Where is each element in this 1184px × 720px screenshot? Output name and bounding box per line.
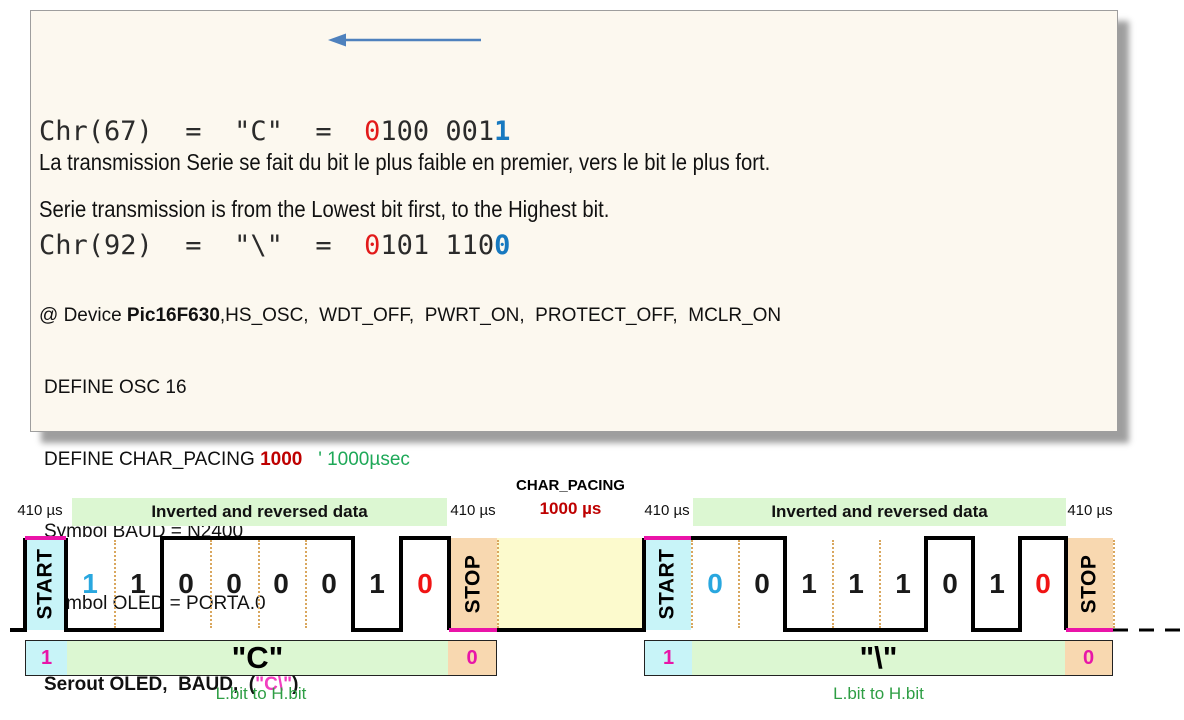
frame2-startbit-value: 1 bbox=[662, 646, 675, 669]
serout-suffix: ) bbox=[292, 674, 299, 695]
serout-string: "C\" bbox=[255, 674, 293, 695]
chr-bs-msb: 0 bbox=[364, 230, 381, 261]
frame1-startbit-value: 1 bbox=[40, 646, 53, 669]
chr-c-prefix: Chr(67) = "C" = bbox=[39, 116, 365, 147]
bit-separator bbox=[114, 540, 116, 628]
pacing-comment: ' 1000µsec bbox=[318, 449, 410, 470]
frame2-bit-1: 0 bbox=[754, 568, 770, 599]
frame1-start-cell: START bbox=[25, 538, 66, 630]
bit-separator bbox=[210, 540, 212, 628]
frame2-byte-row: 1 "\" 0 bbox=[644, 640, 1113, 676]
frame1-bit-4: 0 bbox=[273, 568, 289, 599]
code-define-pacing: DEFINE CHAR_PACING 1000 ' 1000µsec bbox=[39, 448, 781, 472]
chr-c-lsb: 1 bbox=[494, 116, 511, 147]
frame1-data-banner: Inverted and reversed data bbox=[72, 498, 447, 526]
bit-separator bbox=[497, 540, 499, 628]
frame1-bit-0: 1 bbox=[82, 568, 98, 599]
char-pacing-gap-cell bbox=[497, 538, 644, 630]
chr-bs-prefix: Chr(92) = "\" = bbox=[39, 230, 365, 261]
bit-separator bbox=[738, 540, 740, 628]
frame2-bit-7: 0 bbox=[1035, 568, 1051, 599]
frame1-stopbit-value: 0 bbox=[466, 646, 478, 669]
code-serout-line: Serout OLED, BAUD, ("C\") bbox=[39, 673, 781, 697]
chr-line-c: Chr(67) = "C" = 0100 0011 bbox=[39, 113, 510, 151]
frame1-bit-5: 0 bbox=[321, 568, 337, 599]
bit-separator bbox=[832, 540, 834, 628]
frame2-order-label: L.bit to H.bit bbox=[833, 684, 924, 703]
pacing-prefix: DEFINE CHAR_PACING bbox=[44, 449, 261, 470]
frame2-bit-0: 0 bbox=[707, 568, 723, 599]
frame1-byte-row: 1 "C" 0 bbox=[25, 640, 497, 676]
frame2-char: "\" bbox=[859, 640, 898, 675]
startstop-level-line bbox=[25, 536, 1113, 632]
frame2-bit-2: 1 bbox=[801, 568, 817, 599]
frame2-bit-5: 0 bbox=[942, 568, 958, 599]
waveform bbox=[10, 536, 1182, 632]
device-fuses: ,HS_OSC, WDT_OFF, PWRT_ON, PROTECT_OFF, … bbox=[219, 305, 782, 326]
chr-c-msb: 0 bbox=[364, 116, 381, 147]
frame2-stop-cell: STOP bbox=[1066, 538, 1113, 630]
device-prefix: @ Device bbox=[39, 305, 127, 326]
frame2-data-banner: Inverted and reversed data bbox=[693, 498, 1066, 526]
frame2-char-cell: "\" bbox=[692, 640, 1065, 675]
code-device-line: @ Device Pic16F630,HS_OSC, WDT_OFF, PWRT… bbox=[39, 304, 781, 328]
frame1-char: "C" bbox=[231, 640, 284, 675]
frame2-start-cell: START bbox=[644, 538, 691, 630]
frame1-stop-timing: 410 µs bbox=[450, 502, 496, 519]
lsb-direction-arrow-icon bbox=[328, 33, 481, 47]
frame1-stopbit-cell: 0 bbox=[448, 641, 496, 675]
bit-separator bbox=[305, 540, 307, 628]
chr-binary-block: Chr(67) = "C" = 0100 0011 Chr(92) = "\" … bbox=[39, 37, 510, 341]
code-define-osc: DEFINE OSC 16 bbox=[44, 377, 187, 398]
english-explanation: Serie transmission is from the Lowest bi… bbox=[39, 196, 610, 222]
bit-separator bbox=[691, 540, 693, 628]
frame2-stopbit-value: 0 bbox=[1082, 646, 1095, 669]
frame1-bit-6: 1 bbox=[369, 568, 385, 599]
char-pacing-value: 1000 µs bbox=[539, 499, 602, 518]
chr-bs-lsb: 0 bbox=[494, 230, 511, 261]
frame1-bit-3: 0 bbox=[226, 568, 242, 599]
french-explanation: La transmission Serie se fait du bit le … bbox=[39, 149, 771, 175]
frame1-start-timing: 410 µs bbox=[17, 502, 63, 519]
chr-line-backslash: Chr(92) = "\" = 0101 1100 bbox=[39, 227, 510, 265]
device-name: Pic16F630 bbox=[126, 305, 220, 326]
frame2-bit-4: 1 bbox=[895, 568, 911, 599]
frame2-stopbit-cell: 0 bbox=[1065, 641, 1112, 675]
frame1-order-label: L.bit to H.bit bbox=[215, 684, 307, 703]
char-pacing-label: CHAR_PACING bbox=[516, 477, 625, 494]
frame2-stop-timing: 410 µs bbox=[1067, 502, 1113, 519]
frame2-bit-6: 1 bbox=[989, 568, 1005, 599]
frame2-bit-3: 1 bbox=[848, 568, 864, 599]
frame1-bit-2: 0 bbox=[178, 568, 194, 599]
frame1-startbit-cell: 1 bbox=[26, 641, 67, 675]
frame2-start-timing: 410 µs bbox=[644, 502, 690, 519]
bit-separator bbox=[1113, 540, 1115, 628]
chr-bs-middle: 101 110 bbox=[380, 230, 495, 261]
pic-basic-code: @ Device Pic16F630,HS_OSC, WDT_OFF, PWRT… bbox=[39, 256, 781, 720]
code-explanation-panel: Chr(67) = "C" = 0100 0011 Chr(92) = "\" … bbox=[30, 10, 1118, 695]
frame1-stop-cell: STOP bbox=[449, 538, 497, 630]
pacing-value: 1000 bbox=[260, 449, 303, 470]
chr-c-middle: 100 001 bbox=[380, 116, 495, 147]
frame1-bit-1: 1 bbox=[130, 568, 146, 599]
frame1-char-cell: "C" bbox=[67, 640, 448, 675]
frame2-startbit-cell: 1 bbox=[645, 641, 692, 675]
bit-separator bbox=[258, 540, 260, 628]
signal-line bbox=[10, 536, 1068, 632]
bit-separator bbox=[879, 540, 881, 628]
frame1-bit-7: 0 bbox=[417, 568, 433, 599]
serout-prefix: Serout OLED, BAUD, ( bbox=[44, 674, 256, 695]
